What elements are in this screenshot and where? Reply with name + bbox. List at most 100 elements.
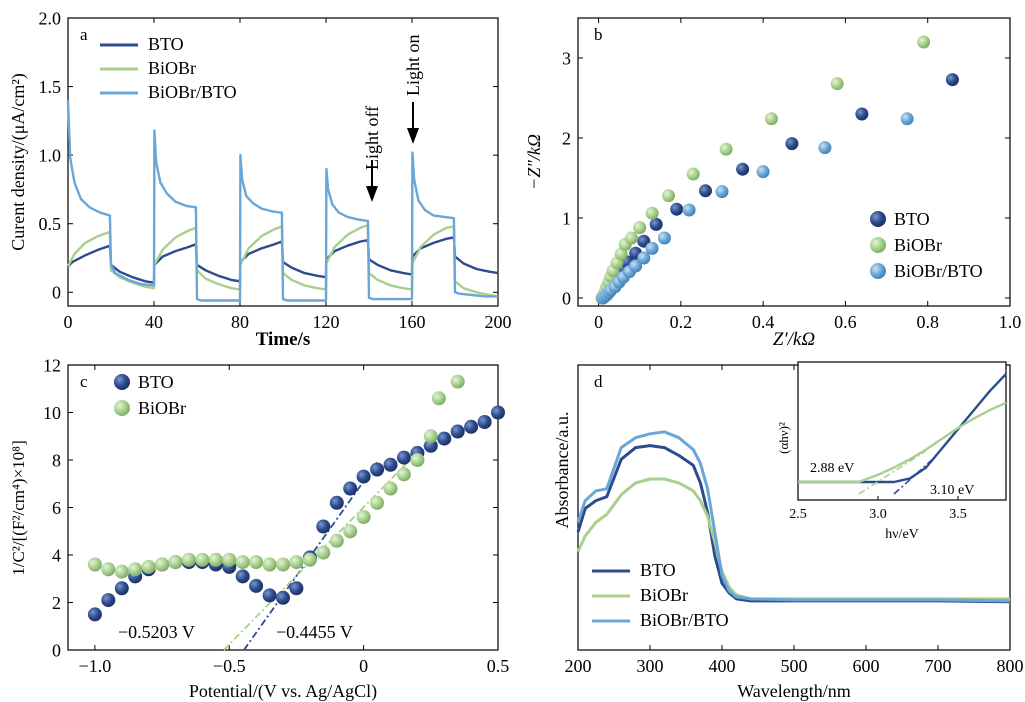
b-point-biobr-bto	[629, 259, 643, 273]
c-point-biobr	[262, 557, 277, 572]
b-x-tick-label: 0.6	[834, 312, 857, 332]
b-x-tick-label: 0.4	[752, 312, 775, 332]
b-point-biobr	[764, 112, 778, 126]
inset-frame	[797, 361, 1007, 501]
c-point-biobr	[101, 562, 116, 577]
b-point-biobr-bto	[818, 141, 832, 155]
c-x-tick-label: −1.0	[79, 656, 112, 676]
legend-a: BTO BiOBr BiOBr/BTO	[100, 34, 237, 102]
d-legend-label-biobr: BiOBr	[640, 585, 688, 605]
inset-fit-line-bto	[893, 457, 935, 495]
b-point-biobr	[686, 167, 700, 181]
inset-series-line-biobr	[798, 401, 1007, 484]
c-point-biobr	[410, 453, 425, 467]
b-y-tick-label: 2	[562, 128, 571, 148]
series-a	[66, 100, 499, 302]
c-point-biobr	[128, 562, 143, 577]
y-axis-label-a: Curent density/(μA/cm²)	[8, 73, 29, 251]
c-legend-swatch-biobr	[114, 400, 130, 416]
b-point-biobr-bto	[645, 241, 659, 255]
a-series-line-biobr-bto	[66, 100, 498, 302]
d-x-tick-label: 300	[637, 656, 664, 676]
c-point-biobr	[329, 533, 344, 548]
d-x-tick-label: 800	[997, 656, 1024, 676]
b-legend-label-biobr-bto: BiOBr/BTO	[894, 261, 983, 281]
c-y-tick-label: 6	[52, 498, 61, 518]
b-point-bto	[785, 137, 799, 151]
c-point-biobr	[289, 555, 304, 570]
c-point-biobr	[316, 545, 331, 560]
a-x-tick-label: 120	[313, 312, 340, 332]
c-point-biobr	[302, 552, 317, 567]
ticks-a: 0 40 80 120 160 200 0 0.5 1.0 1.5 2.0	[39, 8, 512, 332]
b-legend-label-biobr: BiOBr	[894, 235, 942, 255]
c-y-tick-label: 0	[52, 640, 61, 660]
d-x-tick-label: 600	[853, 656, 880, 676]
c-y-tick-label: 12	[43, 355, 61, 375]
c-point-bto	[491, 405, 505, 420]
d-legend-label-bto: BTO	[640, 560, 676, 580]
c-point-bto	[276, 590, 290, 605]
c-y-tick-label: 8	[52, 450, 61, 470]
b-point-bto	[699, 184, 712, 198]
annotation-bto-flatband: −0.4455 V	[276, 622, 353, 642]
annotation-light-off-label: Light off	[362, 106, 382, 170]
b-x-tick-label: 0.2	[670, 312, 693, 332]
b-point-biobr-bto	[900, 112, 914, 126]
c-point-bto	[249, 578, 264, 593]
c-y-tick-label: 4	[52, 545, 61, 565]
c-point-biobr	[450, 374, 465, 389]
inset-annotation-bto: 3.10 eV	[930, 483, 974, 498]
annotation-light-on-label: Light on	[403, 35, 423, 97]
b-x-tick-label: 0.8	[916, 312, 939, 332]
b-point-biobr	[633, 221, 647, 235]
b-y-tick-label: 3	[562, 48, 571, 68]
x-axis-label-c: Potential/(V vs. Ag/AgCl)	[189, 681, 377, 702]
c-point-bto	[464, 419, 479, 434]
a-x-tick-label: 0	[64, 312, 73, 332]
c-legend-label-biobr: BiOBr	[138, 398, 186, 418]
c-point-biobr	[249, 555, 264, 570]
c-point-biobr	[343, 524, 358, 539]
a-y-tick-label: 0	[52, 283, 61, 303]
d-x-tick-label: 400	[709, 656, 736, 676]
inset-annotation-biobr: 2.88 eV	[810, 461, 854, 476]
d-x-tick-label: 200	[565, 656, 592, 676]
b-point-biobr	[645, 206, 659, 220]
arrow-light-off-head	[366, 186, 378, 202]
inset-series-line-bto	[798, 373, 1007, 484]
inset-x-tick-label: 3.0	[869, 507, 887, 522]
panel-c: −1.0 −0.5 0 0.5 0 2 4 6 8 10 12 c Potential/(V vs.…	[9, 355, 509, 702]
a-y-tick-label: 1.0	[39, 145, 62, 165]
y-axis-label-b: −Z″/kΩ	[524, 134, 544, 190]
c-y-tick-label: 10	[43, 403, 61, 423]
b-point-bto	[649, 217, 663, 231]
c-point-bto	[316, 519, 331, 534]
c-fit-line-biobr	[223, 437, 432, 651]
c-point-biobr	[195, 552, 210, 567]
b-point-biobr	[719, 142, 733, 156]
a-x-tick-label: 200	[485, 312, 512, 332]
c-point-biobr	[396, 467, 411, 482]
legend-c: BTO BiOBr	[114, 372, 186, 418]
c-point-biobr	[168, 555, 183, 570]
c-point-biobr	[423, 429, 438, 444]
inset-fit-line-biobr	[858, 450, 927, 495]
c-point-bto	[450, 424, 465, 439]
panel-a: 0 40 80 120 160 200 0 0.5 1.0 1.5 2.0 a Time/s Cur…	[8, 8, 512, 350]
b-point-biobr-bto	[756, 165, 770, 179]
a-y-tick-label: 1.5	[39, 77, 62, 97]
c-point-biobr	[114, 564, 129, 579]
c-point-biobr	[222, 552, 237, 567]
inset-series	[798, 373, 1007, 495]
d-legend-label-biobr-bto: BiOBr/BTO	[640, 610, 729, 630]
inset-y-axis-label: (αhν)²	[776, 422, 791, 454]
inset-x-tick-label: 2.5	[789, 507, 807, 522]
c-point-biobr	[431, 391, 446, 406]
x-axis-label-a: Time/s	[256, 329, 311, 350]
panel-label-d: d	[594, 372, 603, 391]
annotation-light-on: Light on	[403, 35, 423, 144]
inset-d: 2.5 3.0 3.5 hν/eV (αhν)² 2.88 eV 3.10 eV	[776, 361, 1007, 542]
b-point-biobr	[917, 35, 931, 49]
